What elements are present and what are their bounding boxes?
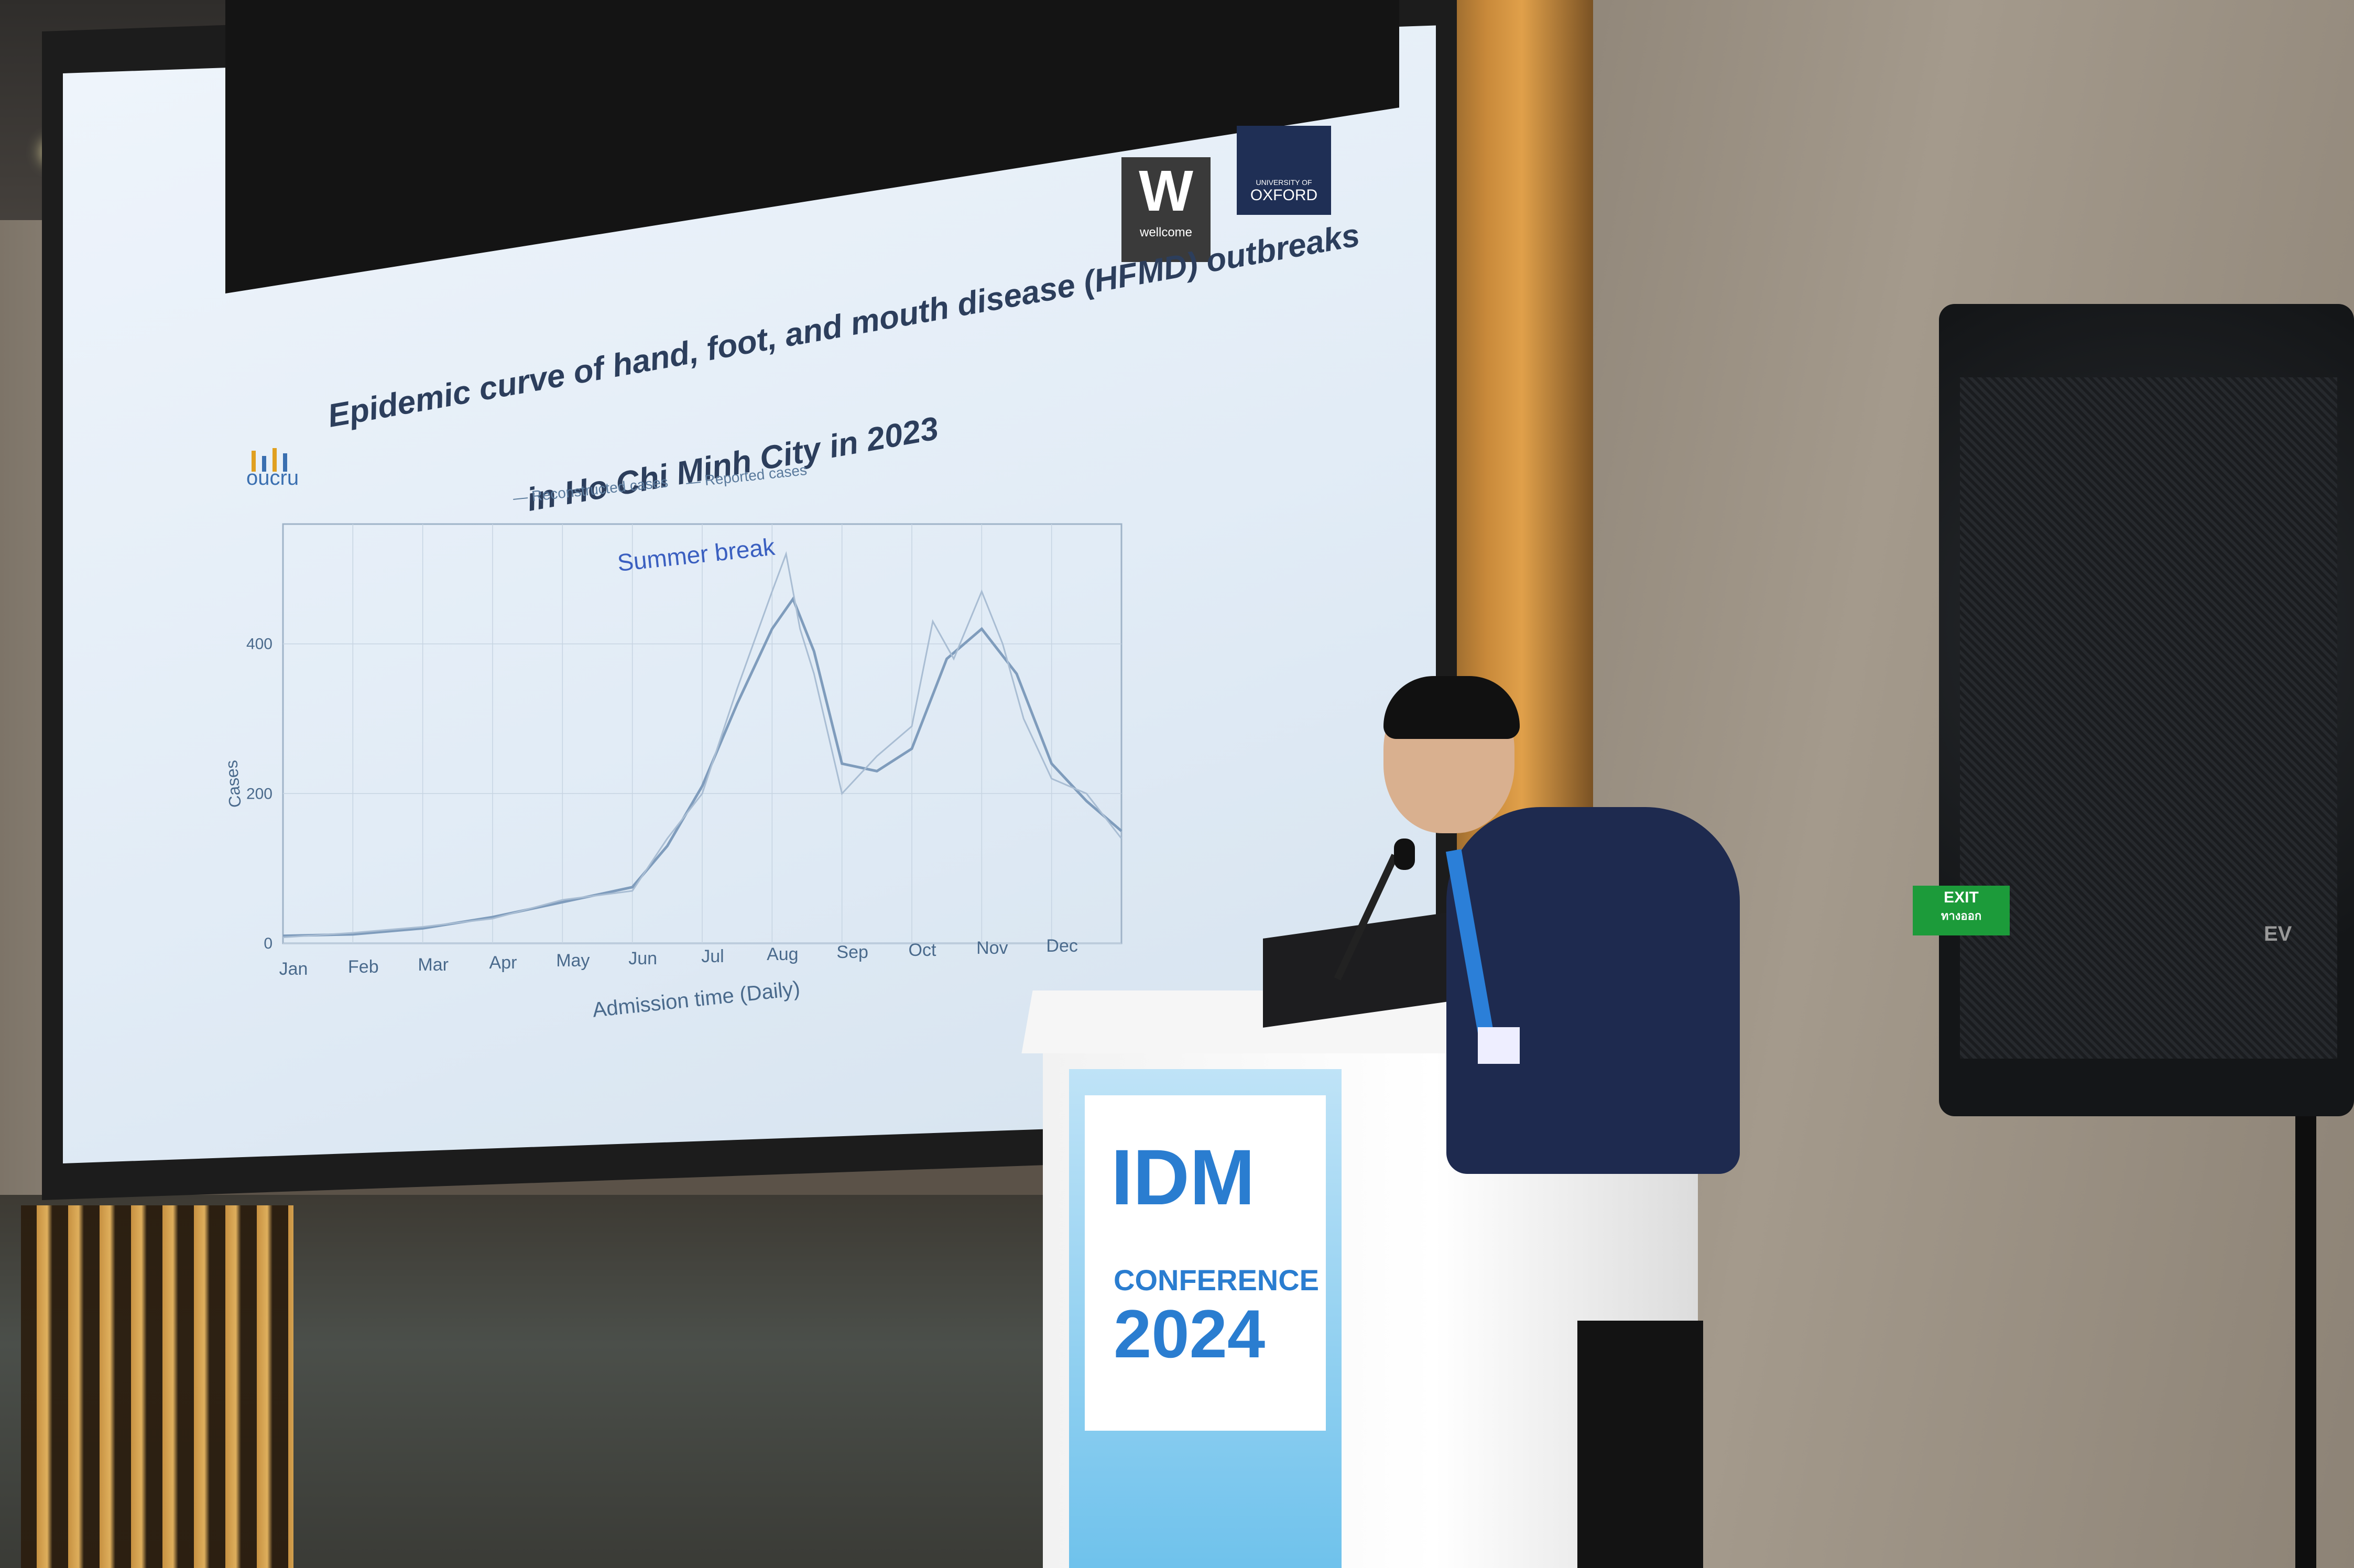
chart-annotation: Summer break [616,533,777,576]
x-tick-label: Mar [418,955,449,975]
x-tick-label: Dec [1046,936,1077,956]
exit-sign-line2: ทางออก [1941,909,1982,922]
legend-entry: — Reported cases [685,462,808,491]
oxford-word: OXFORD [1250,187,1318,204]
speaker-body [1446,807,1740,1174]
speaker-hair [1383,676,1520,739]
chart-series [282,551,1122,939]
pa-speaker-logo: EV [2264,922,2292,945]
pa-speaker-grille [1960,377,2337,1059]
chart-x-ticks: Jan Feb Mar Apr May Jun Jul Aug Sep Oct Nov Dec [279,936,1078,979]
chart-y-label: Cases [222,759,245,808]
oxford-logo: UNIVERSITY OF OXFORD [1237,126,1331,215]
exit-sign-line1: EXIT [1944,889,1979,906]
idm-conference: CONFERENCE [1114,1264,1320,1297]
x-tick-label: Apr [489,953,517,973]
chart-grid [282,523,1122,944]
x-tick-label: Nov [976,938,1008,958]
pa-speaker-stand [2295,1116,2316,1568]
name-badge [1478,1027,1520,1064]
epidemic-chart: Jan Feb Mar Apr May Jun Jul Aug Sep Oct Nov Dec 0 20… [222,462,1122,1022]
wellcome-word: wellcome [1139,225,1193,239]
oucru-bars-icon [252,448,287,472]
x-tick-label: Sep [836,942,868,962]
wellcome-letter: W [1139,159,1193,223]
y-tick-label: 400 [246,636,273,653]
x-tick-label: May [556,951,590,971]
oucru-wordmark: oucru [246,466,299,489]
x-tick-label: Jun [628,949,657,968]
chart-y-ticks: 0 200 400 [246,636,273,952]
wellcome-logo: W wellcome [1121,157,1211,262]
exit-sign: EXIT ทางออก [1913,886,2010,935]
oxford-small-text: UNIVERSITY OF [1256,178,1312,187]
x-tick-label: Feb [348,957,379,977]
x-tick-label: Jan [279,959,308,979]
legend-entry: — Reconstructed cases [512,474,669,506]
podium-sign-panel [1085,1095,1326,1431]
idm-year: 2024 [1114,1295,1266,1372]
x-tick-label: Jul [701,946,724,966]
y-tick-label: 200 [246,785,273,802]
chart-x-label: Admission time (Daily) [592,977,801,1021]
speaker-legs [1577,1321,1703,1568]
microphone-icon [1394,839,1415,870]
y-tick-label: 0 [264,935,273,952]
x-tick-label: Aug [767,944,799,964]
series-line-reported [282,551,1122,939]
chart-legend: — Reconstructed cases — Reported cases [512,462,808,506]
x-tick-label: Oct [909,940,936,960]
bead-curtain [21,1205,293,1568]
idm-title: IDM [1111,1133,1255,1221]
